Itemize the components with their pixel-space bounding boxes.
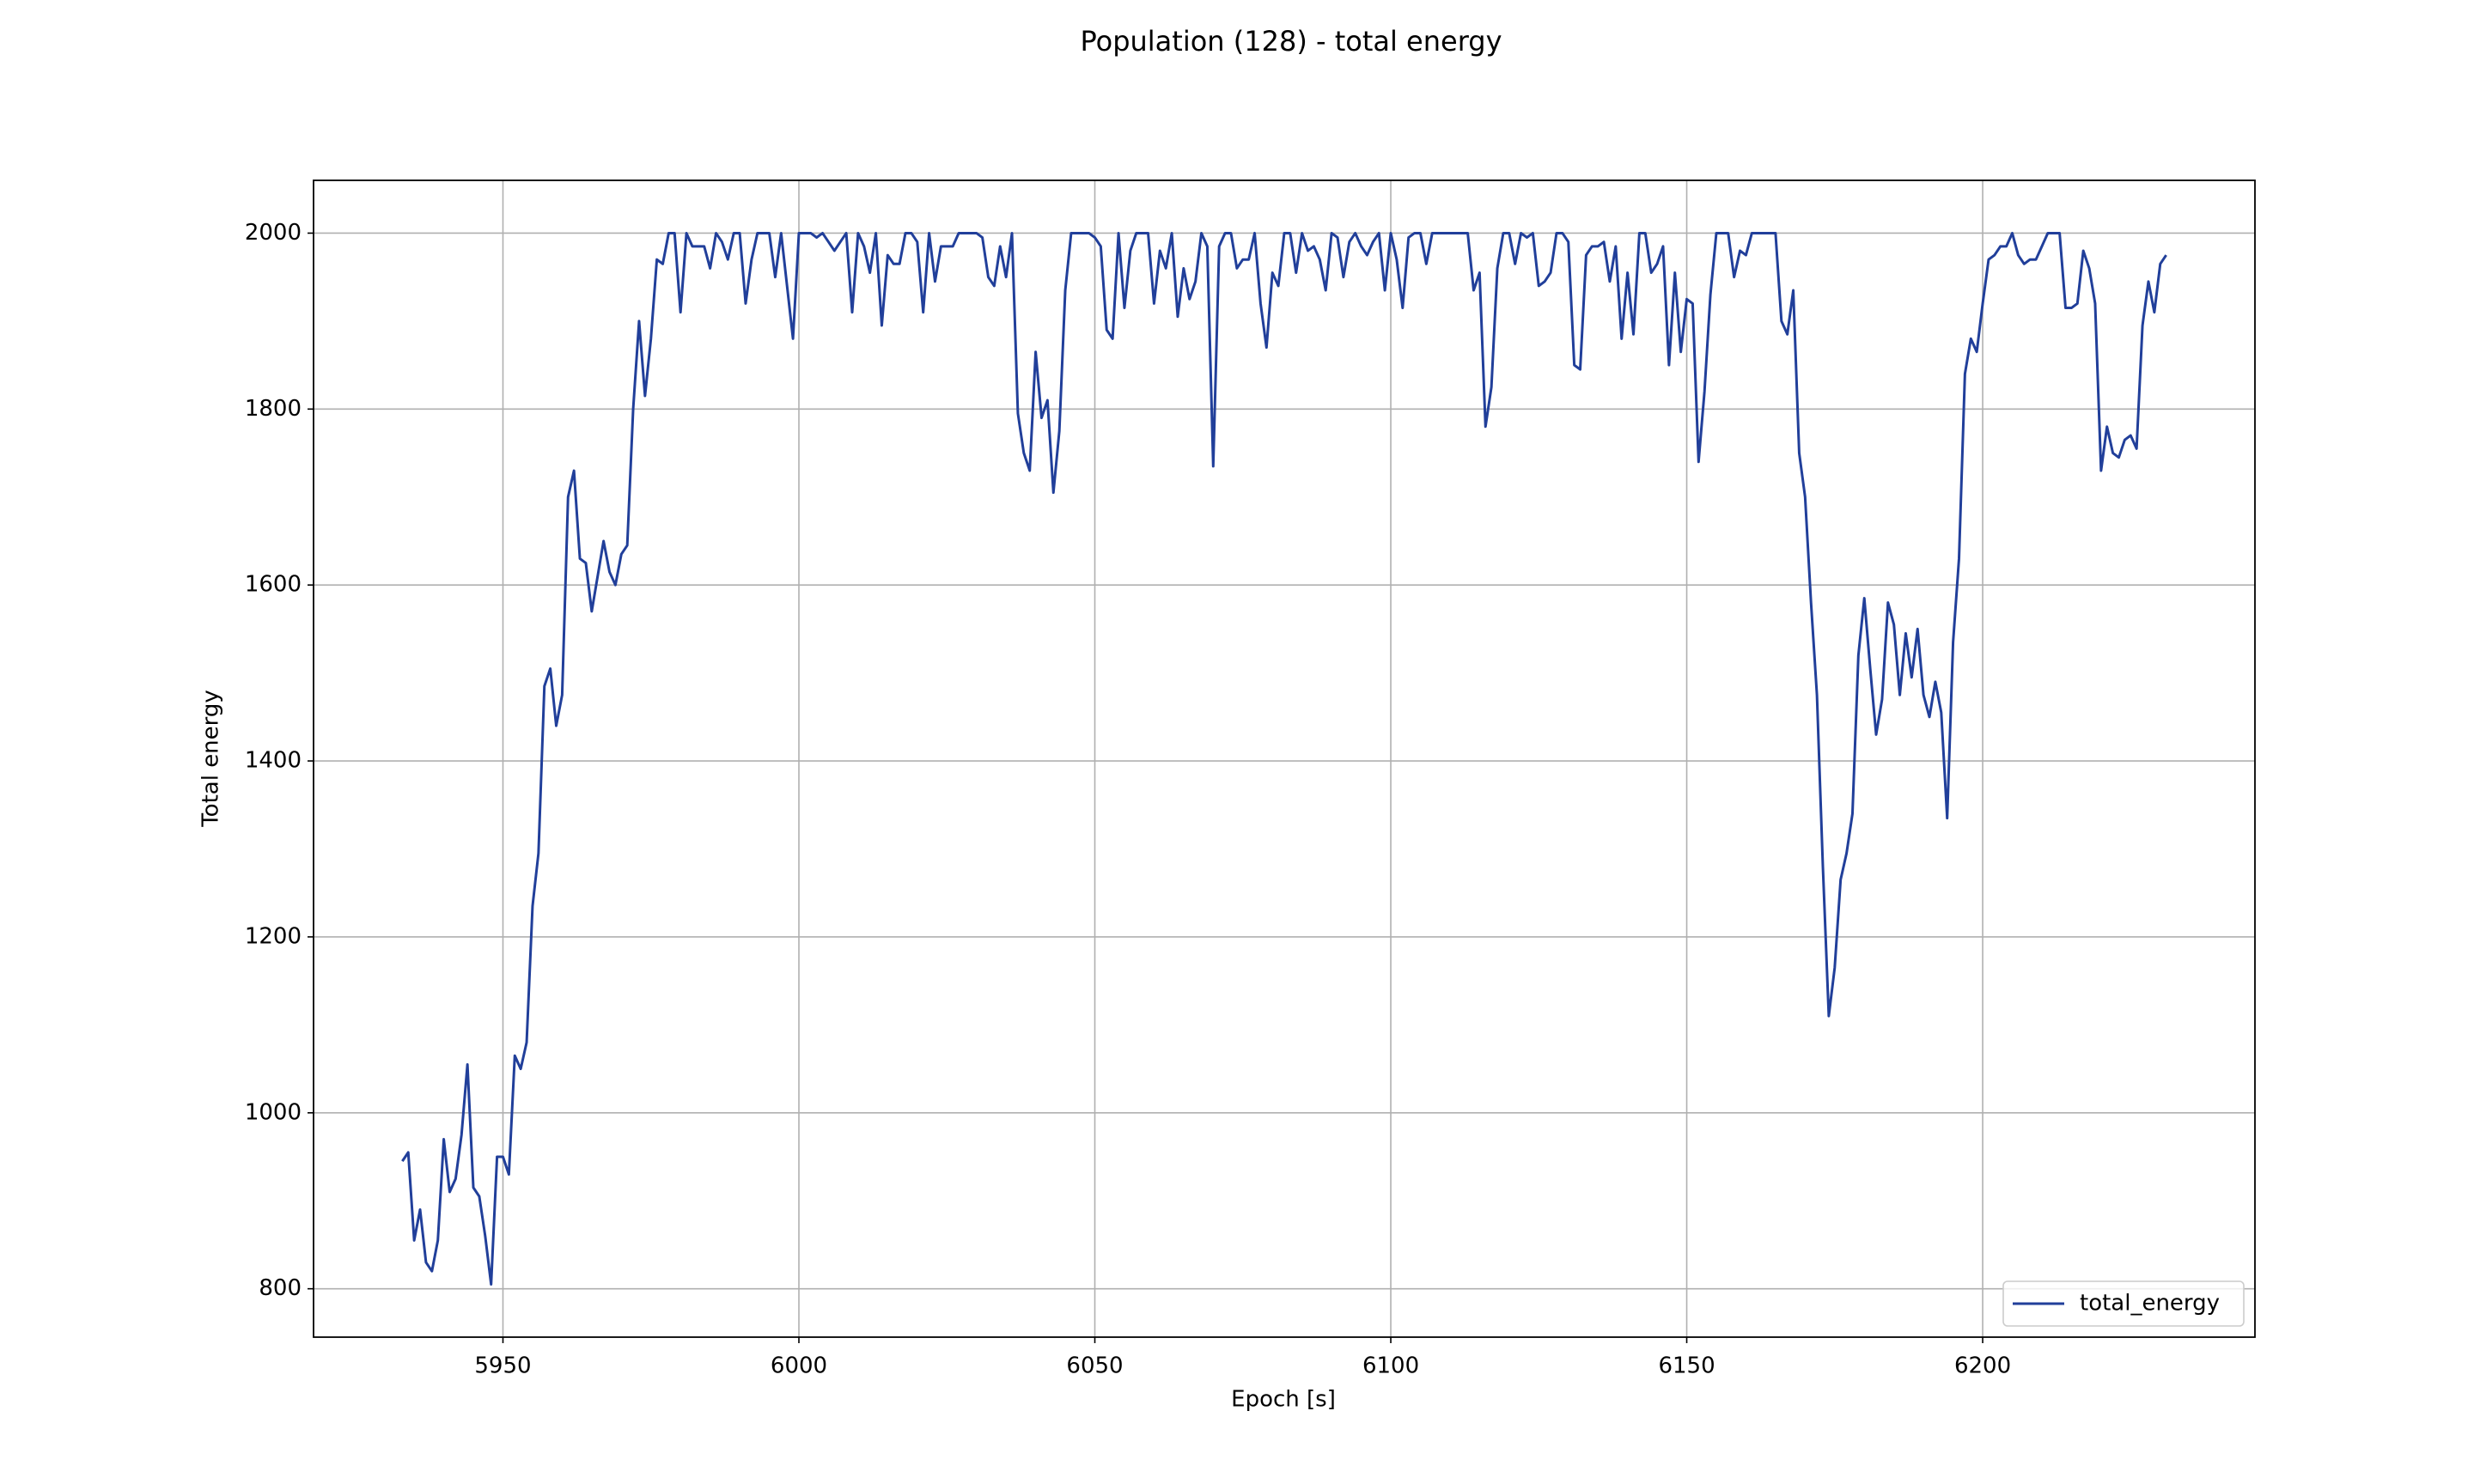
x-tick-label: 5950 — [474, 1353, 531, 1379]
legend-box — [2002, 1280, 2245, 1327]
y-axis-label: Total energy — [198, 690, 224, 828]
x-tick-label: 6100 — [1362, 1353, 1419, 1379]
chart-title: Population (128) - total energy — [1080, 25, 1502, 58]
y-tick-label: 1200 — [245, 923, 302, 949]
x-tick-label: 6150 — [1658, 1353, 1715, 1379]
y-tick-label: 1400 — [245, 748, 302, 774]
legend-label: total_energy — [2080, 1291, 2220, 1317]
x-tick-label: 6200 — [1954, 1353, 2011, 1379]
x-axis-label: Epoch [s] — [1231, 1387, 1336, 1413]
y-tick-label: 1000 — [245, 1099, 302, 1125]
y-tick-label: 1600 — [245, 572, 302, 598]
plot-frame — [313, 179, 2256, 1338]
data-line — [401, 231, 2167, 1286]
x-tick-label: 6050 — [1066, 1353, 1123, 1379]
y-tick-label: 1800 — [245, 396, 302, 422]
y-tick-label: 800 — [259, 1275, 302, 1301]
x-tick-label: 6000 — [771, 1353, 827, 1379]
y-tick-label: 2000 — [245, 220, 302, 246]
